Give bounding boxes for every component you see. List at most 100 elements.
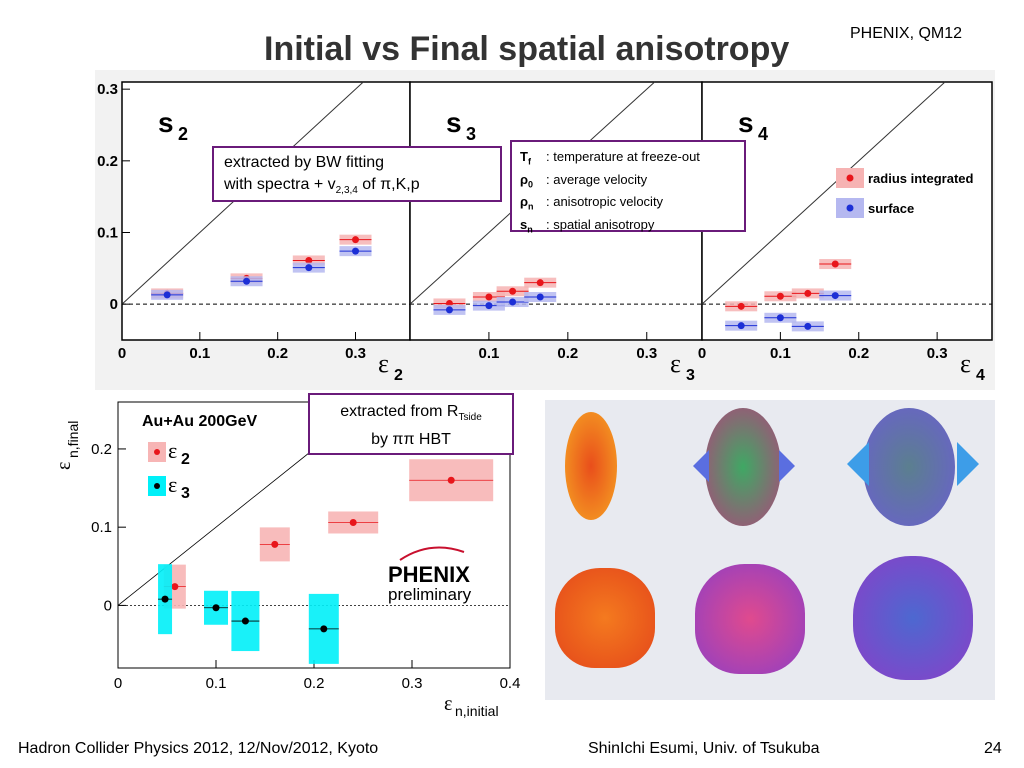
data-point (831, 260, 839, 268)
parameter-definitions: Tf: temperature at freeze-out ρ0: averag… (510, 140, 746, 234)
y-tick-label: 0.1 (91, 519, 112, 536)
data-point (509, 287, 517, 295)
slide-title: Initial vs Final spatial anisotropy (264, 30, 790, 68)
x-tick-label: 0.1 (189, 345, 210, 362)
x-axis-label-sub: 3 (686, 367, 695, 384)
data-point (212, 604, 220, 612)
bw-note-sub: 2,3,4 (335, 185, 358, 197)
data-point (485, 302, 493, 310)
x-tick-label: 0.2 (848, 345, 869, 362)
data-point (509, 298, 517, 306)
phenix-logo-text: PHENIX (388, 562, 470, 587)
x-tick-label: 0.1 (478, 345, 499, 362)
ellipse-source-blue (863, 408, 955, 526)
x-tick-label: 0.3 (402, 675, 423, 692)
top-panel-marks: s 20 0.1 0.2 0.3 ε 200.10.20.3s 30.1 0.2 0.3 ε 3s 40… (97, 81, 985, 384)
x-axis-label-sub: 2 (394, 367, 403, 384)
bw-note-line2: with spectra + v2,3,4 of π,K,p (224, 174, 490, 202)
data-point (737, 322, 745, 330)
x-axis-label-sub: n,initial (455, 703, 499, 719)
data-point (447, 476, 455, 484)
x-tick-label: 0.2 (267, 345, 288, 362)
definition-row: Tf: temperature at freeze-out (520, 149, 700, 167)
conference-label: PHENIX, QM12 (850, 25, 963, 42)
data-point (536, 279, 544, 287)
page-number: 24 (984, 740, 1002, 757)
footer-author: ShinIchi Esumi, Univ. of Tsukuba (588, 740, 820, 757)
triangle-source-orange (555, 568, 655, 668)
x-tick-label: 0.3 (636, 345, 657, 362)
bw-note-prefix: with spectra + v (224, 176, 336, 193)
x-axis-label: ε (670, 349, 681, 378)
arrow-right-icon (957, 442, 979, 486)
x-tick-label: 0.2 (304, 675, 325, 692)
data-point (243, 277, 251, 285)
data-point (804, 289, 812, 297)
x-tick-label: 0.4 (500, 675, 521, 692)
data-point (352, 236, 360, 244)
data-point (831, 292, 839, 300)
definition-row: sn: spatial anisotropy (520, 216, 655, 235)
hbt-note: extracted from RTside by ππ HBT (308, 393, 514, 455)
data-point (485, 293, 493, 301)
y-axis-label: ε (53, 462, 75, 470)
data-point (536, 293, 544, 301)
x-axis-label-sub: 4 (976, 367, 985, 384)
arrow-left-icon (847, 442, 869, 486)
data-point (737, 302, 745, 310)
x-tick-label: 0.2 (557, 345, 578, 362)
diagonal-line (701, 81, 946, 305)
chart-title: Au+Au 200GeV (142, 413, 257, 430)
data-point (349, 518, 357, 526)
legend-marker (154, 449, 160, 455)
ellipse-source-orange (565, 412, 617, 520)
x-tick-label: 0 (118, 345, 126, 362)
legend-label: surface (868, 201, 914, 216)
data-point (776, 292, 784, 300)
x-axis-label: ε (444, 693, 452, 715)
panel-label: s (158, 107, 174, 138)
y-tick-label: 0.3 (97, 81, 118, 98)
phenix-logo-arc (399, 546, 465, 561)
y-axis-label-sub: n,final (65, 421, 81, 458)
panel-label-sub: 4 (758, 124, 768, 144)
data-point (171, 583, 179, 591)
definition-row: ρn: anisotropic velocity (520, 194, 664, 212)
x-axis-label: ε (960, 349, 971, 378)
x-tick-label: 0.1 (206, 675, 227, 692)
legend-marker (846, 174, 854, 182)
data-point (320, 625, 328, 633)
legend-label: radius integrated (868, 171, 974, 186)
data-point (241, 617, 249, 625)
legend-marker (846, 204, 854, 212)
panel-label: s (738, 107, 754, 138)
triangle-source-pink (695, 564, 805, 674)
x-tick-label: 0 (114, 675, 122, 692)
arrow-left-icon (693, 450, 709, 482)
y-tick-label: 0 (104, 597, 112, 614)
data-point (804, 322, 812, 330)
data-point (352, 247, 360, 255)
legend-label-sub: 2 (181, 451, 190, 468)
data-point (445, 306, 453, 314)
bw-fitting-note: extracted by BW fitting with spectra + v… (212, 146, 502, 202)
y-tick-label: 0 (110, 296, 118, 313)
x-axis-label: ε (378, 349, 389, 378)
legend-label: ε (168, 438, 177, 463)
hbt-note-line1: extracted from RTside (340, 403, 482, 424)
preliminary-label: preliminary (388, 585, 472, 604)
data-point (161, 595, 169, 603)
panel-label-sub: 2 (178, 124, 188, 144)
y-tick-label: 0.2 (97, 153, 118, 170)
data-point (163, 291, 171, 299)
data-point (776, 314, 784, 322)
bw-note-suffix: of π,K,p (357, 176, 420, 193)
panel-label: s (446, 107, 462, 138)
y-tick-label: 0.1 (97, 225, 118, 242)
y-tick-label: 0.2 (91, 441, 112, 458)
data-point (305, 264, 313, 272)
definition-row: ρ0: average velocity (520, 171, 648, 190)
triangle-source-purple (853, 556, 973, 680)
